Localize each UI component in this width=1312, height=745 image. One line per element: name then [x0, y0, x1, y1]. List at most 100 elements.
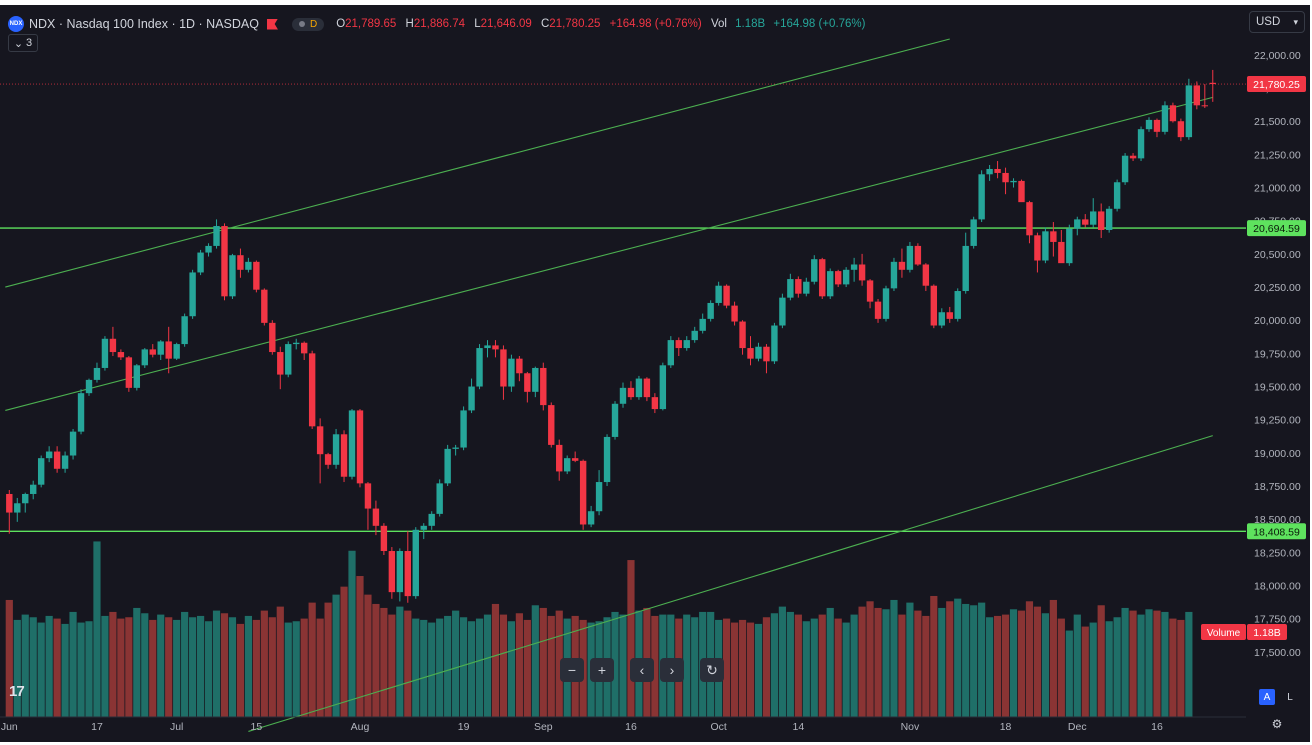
candle-body	[1010, 180, 1017, 183]
volume-bar	[1105, 621, 1113, 717]
candle-body	[109, 338, 117, 353]
zoom-out-button[interactable]: −	[560, 658, 584, 682]
candle-body	[540, 367, 547, 406]
data-badge: D	[309, 18, 318, 30]
scroll-right-button[interactable]: ›	[660, 658, 684, 682]
volume-bar	[651, 615, 659, 717]
volume-bar	[165, 617, 173, 717]
candle-body	[795, 279, 802, 294]
candle-body	[245, 261, 252, 270]
candle-body	[149, 349, 156, 355]
volume-bar	[252, 619, 260, 717]
volume-bar	[324, 602, 332, 717]
reset-button[interactable]: ↻	[700, 658, 724, 682]
candle-body	[45, 451, 53, 459]
market-status[interactable]: D	[291, 17, 325, 31]
volume-bar	[962, 603, 970, 717]
volume-bar	[189, 617, 197, 717]
candle-body	[332, 434, 340, 465]
candle-body	[1034, 235, 1041, 261]
volume-bar	[906, 602, 914, 717]
scroll-left-button[interactable]: ‹	[630, 658, 654, 682]
y-tick-label: 21,000.00	[1254, 183, 1301, 195]
candle-body	[452, 447, 459, 449]
open-value: 21,789.65	[345, 18, 397, 30]
volume-bar	[340, 586, 348, 717]
volume-bar	[428, 622, 436, 717]
volume-bar	[356, 576, 364, 717]
candle-body	[819, 259, 826, 297]
zoom-in-button[interactable]: +	[590, 658, 614, 682]
volume-bar	[691, 617, 699, 717]
flag-icon[interactable]	[266, 18, 278, 30]
volume-bar	[922, 615, 930, 717]
volume-bar	[13, 619, 21, 717]
volume-bar	[109, 611, 117, 717]
volume-bar	[882, 609, 890, 717]
volume-bar	[372, 603, 380, 717]
volume-bar	[954, 598, 962, 717]
volume-bar	[1033, 606, 1042, 717]
x-tick-label: 17	[91, 721, 103, 733]
candle-body	[277, 352, 284, 375]
volume-bar	[101, 615, 109, 717]
candle-body	[221, 226, 228, 297]
indicators-toggle[interactable]: ⌄ 3	[8, 34, 38, 52]
candle-body	[699, 318, 706, 331]
candle-body	[643, 378, 651, 398]
volume-bar	[746, 622, 755, 717]
x-tick-label: 18	[1000, 721, 1012, 733]
volume-bar	[738, 619, 747, 717]
candle-body	[61, 455, 69, 469]
gear-icon[interactable]: ⚙	[1271, 717, 1283, 731]
volume-bar	[874, 607, 882, 717]
volume-bar	[380, 607, 388, 717]
candle-body	[564, 458, 571, 472]
y-tick-label: 21,250.00	[1254, 149, 1301, 161]
tv-logo-icon[interactable]: 17	[9, 683, 25, 700]
candle-body	[141, 349, 148, 366]
volume-value-badge	[1247, 624, 1287, 640]
candle-body	[858, 264, 866, 281]
candle-body	[1042, 231, 1049, 261]
x-tick-label: 16	[1151, 721, 1163, 733]
volume-bar	[1153, 610, 1161, 717]
open-key: O	[336, 18, 346, 30]
candle-body	[1177, 121, 1185, 138]
volume-bar	[244, 615, 252, 717]
volume-bar	[332, 594, 340, 717]
volume-bar	[802, 621, 810, 717]
chart-header: NDX NDX · Nasdaq 100 Index · 1D · NASDAQ…	[8, 13, 866, 35]
y-tick-label: 20,000.00	[1254, 315, 1301, 327]
candle-body	[906, 245, 914, 270]
volume-bar	[141, 613, 149, 717]
volume-bar	[459, 617, 468, 717]
chevron-down-icon: ▾	[1293, 16, 1298, 27]
log-scale-button[interactable]: L	[1287, 691, 1293, 703]
candle-body	[1113, 182, 1121, 209]
candle-body	[37, 458, 45, 485]
volume-bar	[69, 611, 77, 717]
symbol-title[interactable]: NDX · Nasdaq 100 Index · 1D · NASDAQ	[29, 17, 259, 31]
currency-select[interactable]: USD ▾	[1249, 11, 1305, 33]
candle-body	[595, 482, 603, 512]
volume-bar	[1185, 611, 1193, 717]
candle-body	[293, 342, 300, 345]
y-tick-label: 20,250.00	[1254, 282, 1301, 294]
volume-bar	[204, 621, 213, 717]
price-chart[interactable]: 22,000.0021,750.0021,500.0021,250.0021,0…	[0, 5, 1310, 742]
auto-scale-button[interactable]: A	[1259, 689, 1275, 705]
volume-bar	[794, 614, 802, 717]
candle-body	[77, 393, 85, 432]
candle-body	[978, 174, 985, 220]
volume-bar	[1161, 611, 1169, 717]
low-key: L	[474, 18, 481, 30]
volume-bar	[818, 614, 826, 717]
volume-bar	[1065, 630, 1073, 717]
candle-body	[93, 367, 101, 380]
volume-bar	[539, 607, 547, 717]
volume-bar	[938, 607, 946, 717]
chart-toolbar: − + ‹ › ↻	[560, 658, 724, 682]
volume-bar	[627, 560, 635, 717]
volume-bar	[1137, 614, 1145, 717]
